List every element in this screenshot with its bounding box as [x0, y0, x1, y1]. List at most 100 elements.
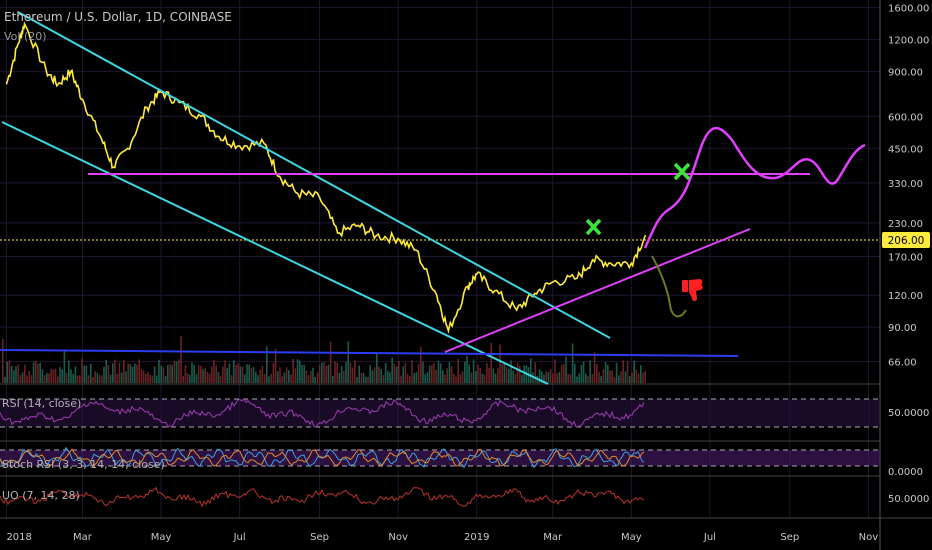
volume-bar [279, 367, 281, 383]
x-tick-label: 2018 [6, 532, 31, 543]
volume-bar [329, 341, 332, 383]
volume-bar [486, 363, 488, 383]
volume-bar [596, 363, 598, 383]
volume-bar [358, 365, 360, 383]
channel-lower-line [1, 121, 549, 385]
volume-bar [354, 360, 356, 383]
volume-bar [101, 375, 103, 383]
x-tick-label: Mar [73, 532, 93, 543]
volume-bar [189, 374, 191, 383]
volume-bar [378, 366, 380, 383]
volume-bar [541, 371, 543, 383]
volume-bar [257, 375, 259, 383]
volume-bar [310, 370, 312, 383]
volume-bar [219, 375, 222, 383]
volume-bar [72, 373, 74, 383]
volume-bar [131, 366, 134, 383]
volume-bar [175, 361, 178, 383]
volume-bar [79, 375, 81, 383]
volume-bar [516, 362, 519, 383]
volume-bar [468, 364, 470, 383]
volume-bar [226, 367, 228, 383]
volume-bar [461, 371, 464, 383]
volume-bar [554, 359, 556, 383]
volume-bar [28, 371, 30, 383]
volume-bar [19, 374, 22, 383]
volume-bar [585, 373, 587, 383]
rsi-band [0, 399, 880, 427]
volume-bar [433, 363, 435, 383]
volume-bar [193, 364, 195, 383]
volume-bar [191, 362, 193, 383]
volume-bar [637, 373, 640, 383]
volume-bar [292, 358, 294, 383]
volume-bar [105, 359, 107, 383]
volume-bar [259, 369, 261, 383]
volume-bar [424, 374, 426, 383]
volume-bar [563, 364, 565, 383]
y-tick-label: 66.00 [888, 358, 917, 369]
volume-bar [631, 372, 633, 383]
x-tick-label: Nov [388, 532, 408, 543]
volume-bar [208, 373, 211, 383]
y-axis: 1600.00 1200.00 900.00 600.00 450.00 330.00 23… [888, 3, 929, 368]
volume-bar [316, 372, 319, 383]
volume-bar [63, 351, 66, 383]
volume-bar [457, 359, 459, 383]
volume-bar [211, 366, 213, 383]
volume-bar [611, 370, 613, 383]
volume-bar [545, 371, 547, 383]
x-axis: 2018 Mar May Jul Sep Nov 2019 Mar May Jul Sep Nov [6, 532, 878, 543]
volume-bar [39, 362, 41, 383]
volume-bar [336, 362, 338, 383]
volume-bar [422, 361, 424, 383]
volume-bar [413, 373, 415, 383]
volume-bar [349, 362, 352, 383]
volume-bar [30, 375, 33, 383]
volume-bar [373, 367, 376, 383]
volume-bar [65, 372, 68, 383]
volume-bar [96, 372, 99, 383]
volume-bar [17, 364, 19, 383]
volume-bar [582, 361, 585, 383]
volume-bar [466, 355, 468, 383]
volume-bar [206, 371, 209, 383]
volume-bar [8, 360, 11, 383]
volume-bar [112, 363, 114, 383]
volume-bar [4, 376, 6, 383]
volume-bar [145, 374, 147, 383]
volume-bar [580, 365, 583, 383]
volume-bar [123, 359, 125, 383]
x-tick-label: May [151, 532, 172, 543]
volume-bar [24, 364, 26, 383]
volume-bar [574, 363, 576, 383]
volume-bar [503, 363, 506, 383]
volume-bar [217, 371, 220, 383]
volume-bar [94, 371, 96, 383]
volume-bar [272, 362, 275, 383]
volume-bar [169, 364, 171, 383]
x-mark-icon [673, 162, 691, 181]
volume-bar [10, 365, 13, 383]
volume-bar [90, 363, 92, 383]
chart-title: Ethereum / U.S. Dollar, 1D, COINBASE [4, 10, 232, 24]
volume-bar [74, 366, 77, 383]
volume-bar [607, 364, 609, 383]
volume-bar [543, 374, 545, 383]
volume-bar [395, 366, 398, 383]
volume-bar [15, 366, 17, 383]
volume-bar [61, 369, 63, 383]
volume-bar [186, 373, 189, 383]
x-mark-icon [585, 218, 602, 236]
volume-bar [591, 374, 594, 383]
x-tick-label: May [621, 532, 642, 543]
volume-bar [140, 369, 143, 383]
volume-bar [57, 376, 59, 383]
volume-bar [481, 373, 484, 383]
volume-bar [283, 372, 286, 383]
volume-bar [197, 365, 200, 383]
volume-bar [380, 369, 382, 383]
volume-bar [277, 371, 279, 383]
volume-bar [26, 375, 28, 383]
volume-bar [120, 372, 123, 383]
